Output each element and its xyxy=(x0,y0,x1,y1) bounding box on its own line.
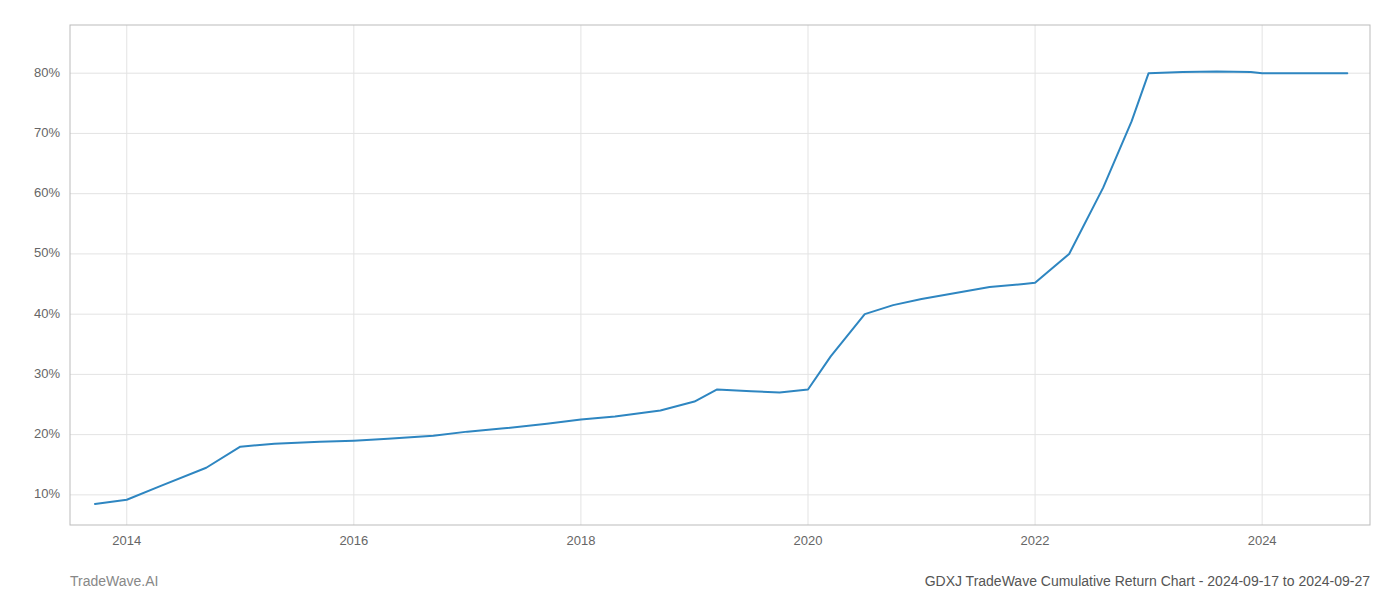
x-grid-line xyxy=(807,25,808,525)
plot-area xyxy=(95,71,1347,504)
x-grid-line xyxy=(1035,25,1036,525)
y-tick-label: 60% xyxy=(34,185,60,200)
x-grid-line xyxy=(126,25,127,525)
y-tick-label: 20% xyxy=(34,426,60,441)
title: GDXJ TradeWave Cumulative Return Chart -… xyxy=(925,573,1371,589)
y-grid-line xyxy=(70,253,1370,254)
y-grid-line xyxy=(70,314,1370,315)
y-tick-label: 30% xyxy=(34,366,60,381)
chart: 10% 20% 30% 40% 50% 60% 70% 80% 2014 2016 2018 2020… xyxy=(0,0,1400,600)
y-grid-line xyxy=(70,193,1370,194)
axes: 10% 20% 30% 40% 50% 60% 70% 80% 2014 2016 2018 2020… xyxy=(34,25,1370,548)
y-tick-label: 40% xyxy=(34,306,60,321)
x-tick-label: 2024 xyxy=(1248,533,1277,548)
y-tick-label: 50% xyxy=(34,245,60,260)
y-grid-line xyxy=(70,494,1370,495)
y-grid-line xyxy=(70,434,1370,435)
x-tick-label: 2016 xyxy=(339,533,368,548)
data-line xyxy=(95,71,1347,504)
plot-frame xyxy=(70,25,1370,525)
x-grid-line xyxy=(1262,25,1263,525)
x-tick-label: 2022 xyxy=(1021,533,1050,548)
grid xyxy=(70,25,1370,525)
x-grid-line xyxy=(580,25,581,525)
y-tick-label: 70% xyxy=(34,125,60,140)
x-grid-line xyxy=(353,25,354,525)
y-tick-label: 80% xyxy=(34,65,60,80)
y-grid-line xyxy=(70,133,1370,134)
watermark: TradeWave.AI xyxy=(70,573,158,589)
y-tick-label: 10% xyxy=(34,486,60,501)
x-tick-label: 2014 xyxy=(112,533,141,548)
y-grid-line xyxy=(70,374,1370,375)
x-tick-label: 2020 xyxy=(794,533,823,548)
x-tick-label: 2018 xyxy=(566,533,595,548)
